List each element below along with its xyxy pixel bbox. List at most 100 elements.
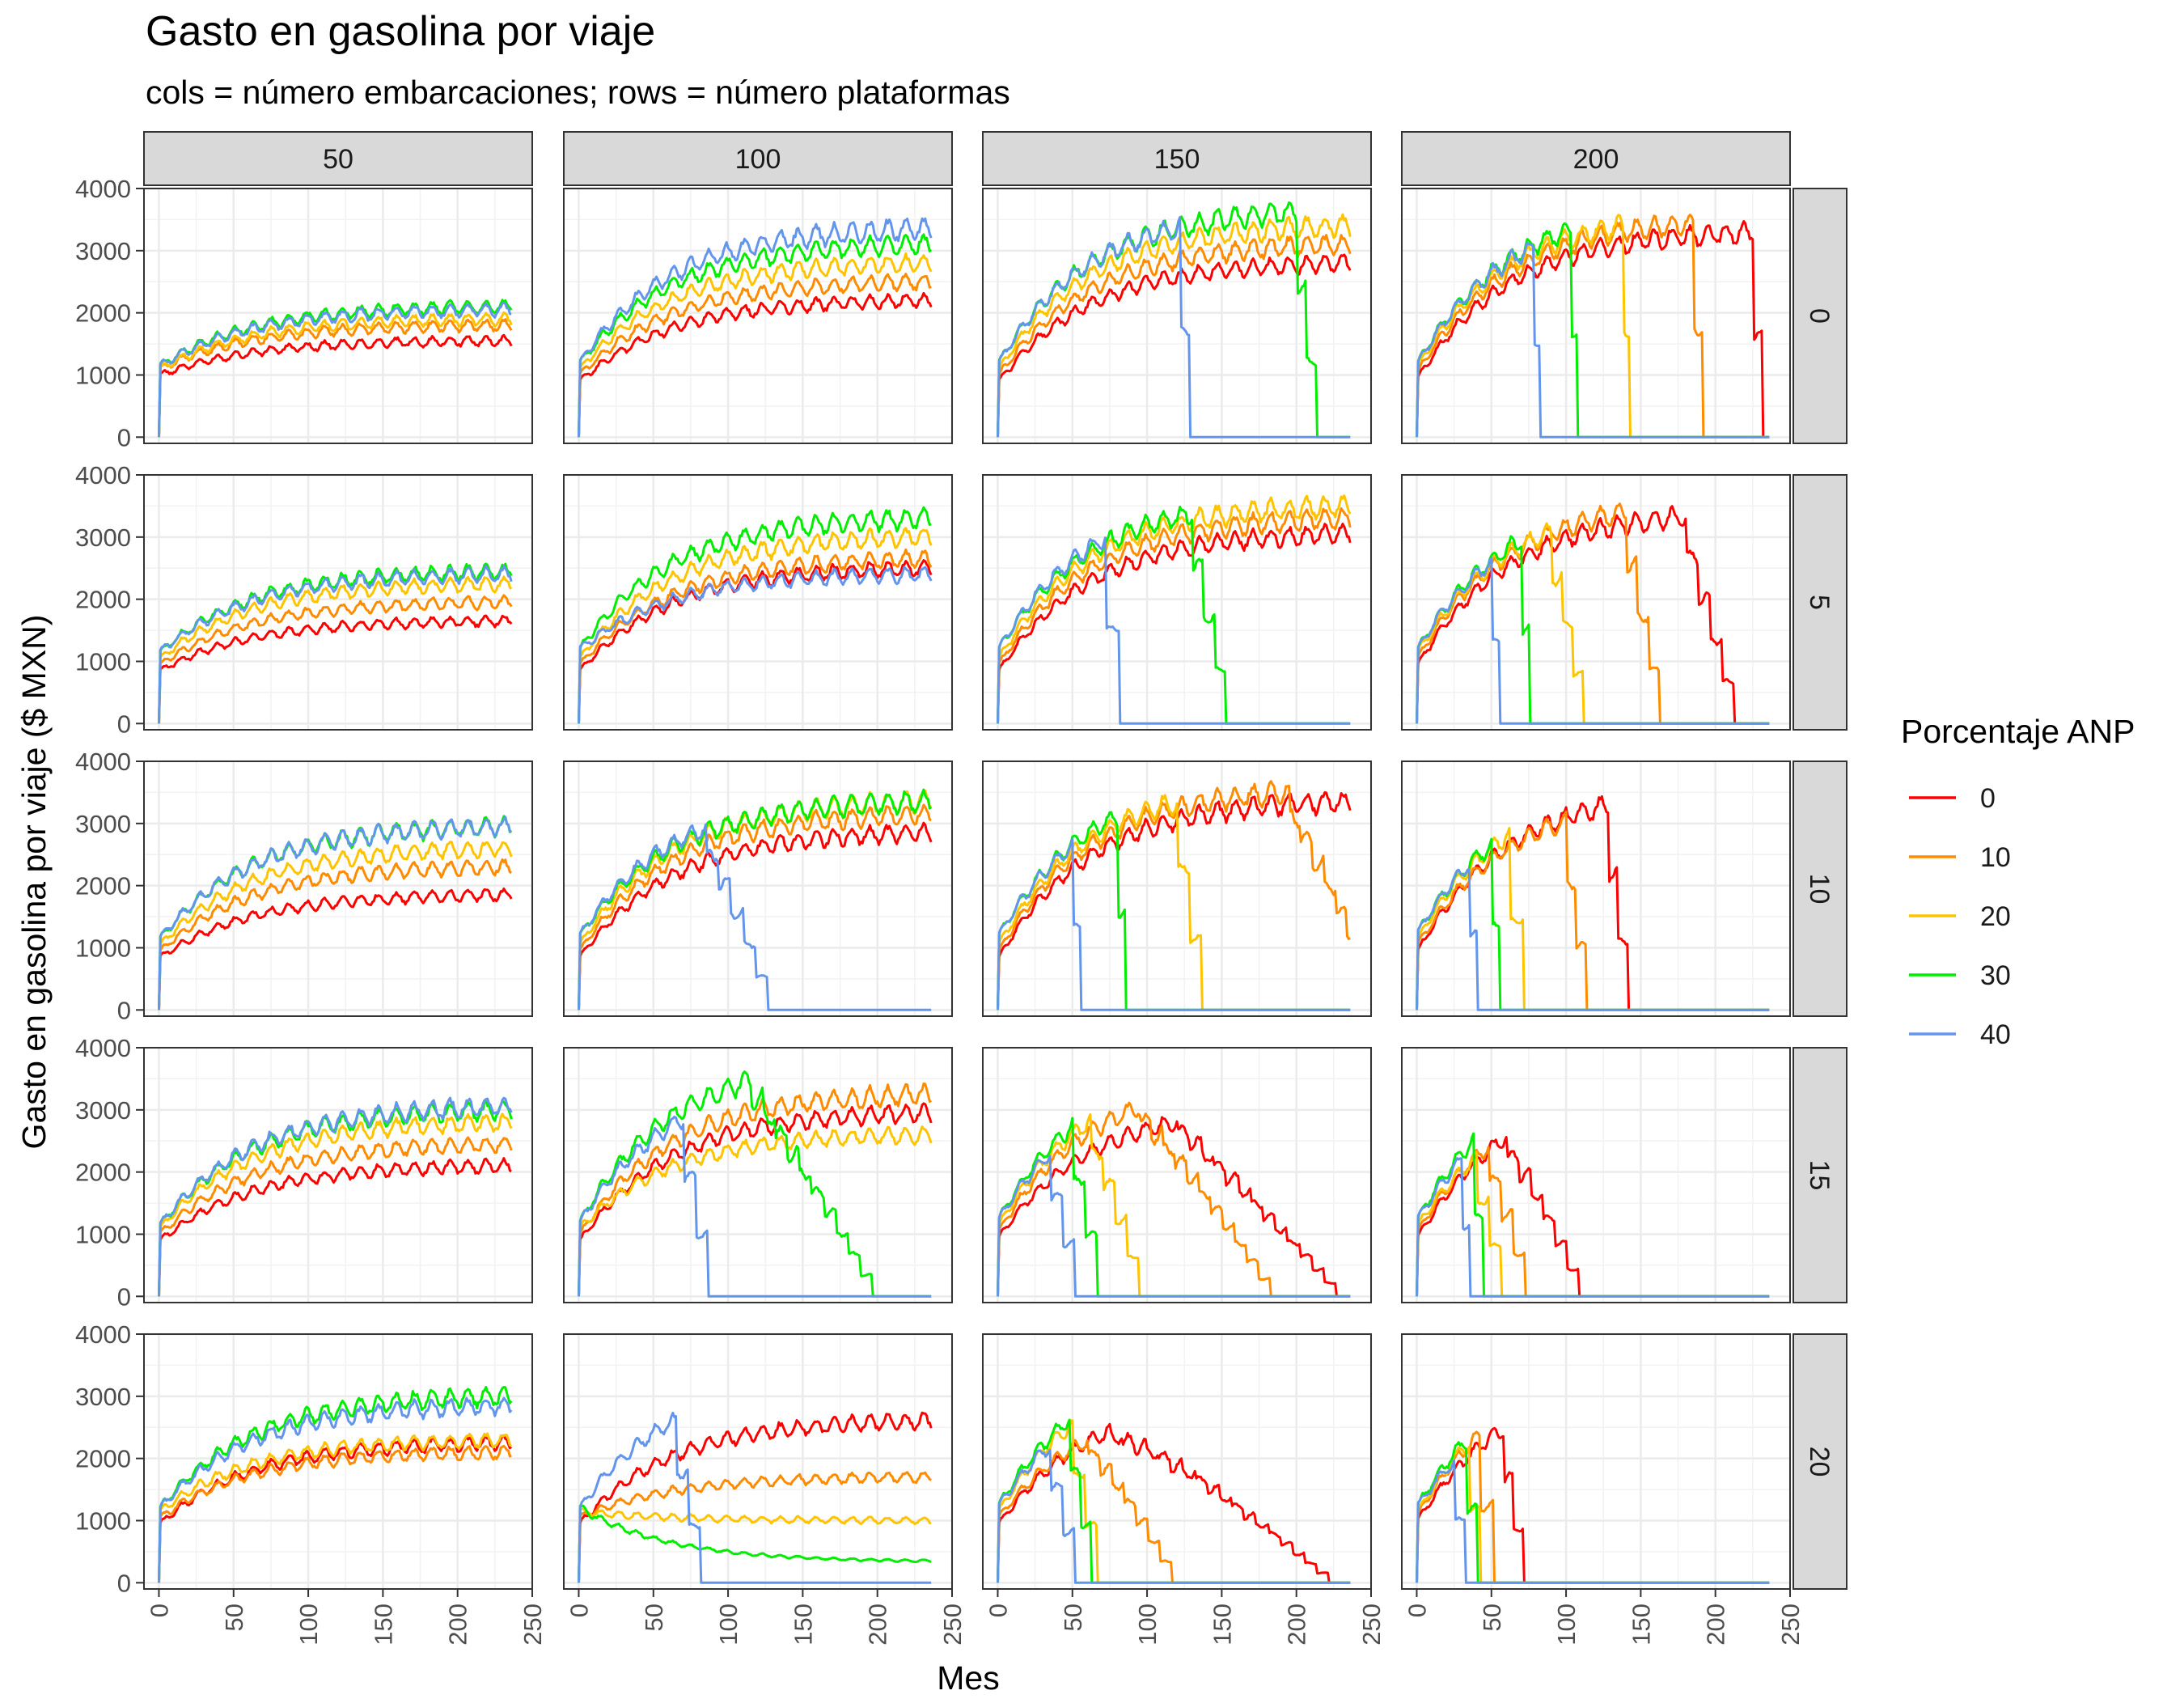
y-tick-label: 2000 — [75, 1159, 131, 1187]
series-line-40 — [578, 823, 932, 1011]
y-tick-label: 4000 — [75, 175, 131, 203]
series-line-20 — [158, 1112, 513, 1297]
row-strip-label: 15 — [1804, 1160, 1835, 1191]
series-line-0 — [158, 888, 513, 1011]
row-strip: 20 — [1792, 1333, 1848, 1590]
series-line-40 — [997, 216, 1351, 439]
facet-panel — [563, 473, 954, 731]
facet-panel — [143, 473, 534, 731]
facet-panel — [563, 1333, 954, 1590]
series-line-20 — [158, 1432, 512, 1583]
legend-entry: 20 — [1909, 901, 2011, 932]
y-tick-label: 3000 — [75, 237, 131, 265]
legend-title: Porcentaje ANP — [1901, 713, 2135, 750]
legend-label: 0 — [1980, 783, 1996, 814]
y-tick-label: 0 — [117, 423, 131, 451]
x-tick-label: 100 — [1552, 1604, 1581, 1646]
series-line-0 — [578, 821, 933, 1011]
x-tick-label: 50 — [1478, 1604, 1506, 1631]
series-line-10 — [578, 1471, 932, 1583]
facet-panel — [563, 1046, 954, 1303]
row-strip-label: 0 — [1804, 308, 1835, 324]
series-line-0 — [1416, 220, 1770, 439]
column-strip: 200 — [1401, 131, 1791, 186]
legend-entry: 0 — [1909, 783, 1996, 814]
series-line-0 — [578, 1102, 933, 1297]
y-tick-label: 1000 — [75, 647, 131, 676]
y-tick-label: 1000 — [75, 934, 131, 962]
facet-panel — [1401, 187, 1792, 444]
series-line-40 — [578, 217, 933, 438]
series-line-20 — [158, 311, 513, 438]
chart-subtitle: cols = número embarcaciones; rows = núme… — [146, 74, 1010, 111]
series-line-10 — [158, 594, 513, 724]
facet-panel — [1401, 1046, 1792, 1303]
series-line-30 — [578, 788, 933, 1011]
y-tick-label: 0 — [117, 710, 131, 738]
y-tick-label: 2000 — [75, 586, 131, 614]
series-line-20 — [578, 1125, 933, 1297]
legend-entry: 40 — [1909, 1019, 2011, 1050]
y-tick-label: 1000 — [75, 361, 131, 389]
series-line-40 — [997, 837, 1351, 1011]
y-axis-label: Gasto en gasolina por viaje ($ MXN) — [15, 615, 53, 1150]
series-line-40 — [997, 1155, 1351, 1298]
x-tick-label: 250 — [1776, 1604, 1805, 1646]
series-line-40 — [997, 536, 1351, 725]
y-tick-label: 2000 — [75, 872, 131, 900]
y-tick-label: 3000 — [75, 810, 131, 838]
facet-panel — [982, 187, 1373, 444]
x-tick-label: 250 — [1357, 1604, 1386, 1646]
series-line-10 — [578, 1083, 933, 1297]
series-line-30 — [578, 1070, 932, 1298]
series-line-20 — [997, 213, 1352, 438]
facet-panel — [143, 187, 534, 444]
x-tick-label: 200 — [1283, 1604, 1311, 1646]
series-line-0 — [578, 1411, 933, 1583]
series-line-20 — [997, 494, 1352, 724]
legend-label: 40 — [1980, 1019, 2011, 1050]
x-tick-label: 0 — [145, 1604, 173, 1617]
y-tick-label: 1000 — [75, 1506, 131, 1535]
column-strip: 150 — [982, 131, 1372, 186]
series-line-0 — [997, 523, 1352, 724]
x-tick-label: 200 — [864, 1604, 892, 1646]
series-line-40 — [1416, 867, 1770, 1011]
x-tick-label: 150 — [789, 1604, 817, 1646]
y-tick-label: 2000 — [75, 1445, 131, 1473]
series-line-40 — [1416, 1157, 1770, 1298]
x-tick-label: 250 — [518, 1604, 547, 1646]
series-line-10 — [158, 318, 513, 438]
series-line-40 — [578, 1116, 932, 1298]
series-line-20 — [158, 575, 513, 724]
legend-label: 20 — [1980, 901, 2011, 932]
facet-panel — [982, 1333, 1373, 1590]
y-tick-label: 3000 — [75, 523, 131, 552]
x-tick-label: 0 — [1403, 1604, 1431, 1617]
series-line-30 — [578, 233, 933, 438]
series-line-40 — [1416, 241, 1770, 439]
series-line-10 — [158, 1136, 513, 1297]
x-tick-label: 50 — [1059, 1604, 1087, 1631]
series-line-10 — [997, 780, 1351, 1011]
series-line-40 — [158, 1096, 513, 1297]
series-line-40 — [158, 816, 513, 1011]
series-line-0 — [997, 1116, 1351, 1298]
y-tick-label: 4000 — [75, 1320, 131, 1349]
series-line-30 — [997, 201, 1351, 439]
x-tick-label: 0 — [984, 1604, 1012, 1617]
facet-panel — [982, 473, 1373, 731]
column-strip-label: 150 — [1154, 144, 1200, 175]
x-tick-label: 150 — [1627, 1604, 1655, 1646]
y-tick-label: 3000 — [75, 1096, 131, 1125]
series-line-0 — [578, 291, 933, 438]
column-strip-label: 100 — [735, 144, 781, 175]
row-strip-label: 5 — [1804, 595, 1835, 610]
series-line-10 — [578, 548, 933, 724]
facet-grid: 50 100 150 20005101520010002000300040000100… — [75, 131, 1848, 1646]
column-strip-label: 50 — [323, 144, 353, 175]
series-line-0 — [1416, 505, 1770, 725]
series-line-30 — [578, 1504, 932, 1583]
series-line-40 — [997, 1448, 1351, 1584]
